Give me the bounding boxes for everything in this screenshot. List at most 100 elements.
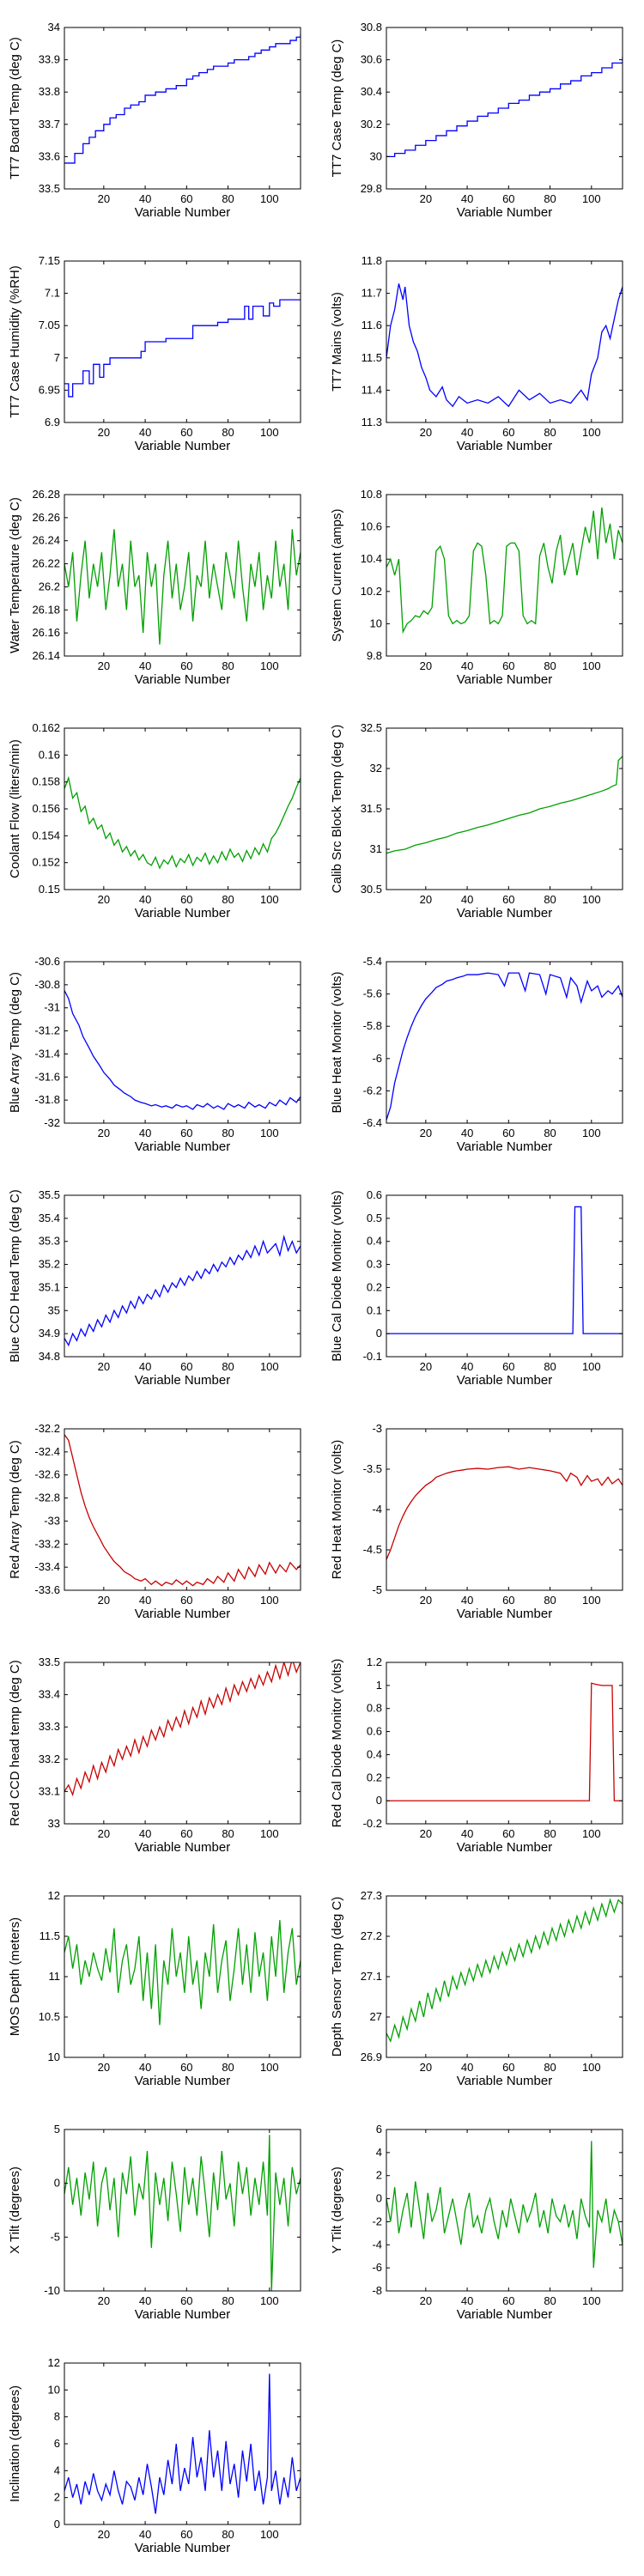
x-tick-label: 20 — [98, 1594, 110, 1607]
axes-box — [386, 1896, 623, 2057]
chart-panel: 20 40 60 80 100 -32 -31.8 -31.6 -31.4 -31.2 -31 -30… — [0, 938, 322, 1171]
y-tick-label: -0.1 — [363, 1350, 382, 1363]
y-tick-label: 0.2 — [367, 1771, 382, 1783]
axes-box — [64, 2129, 301, 2291]
x-tick-label: 60 — [502, 1594, 514, 1607]
chart-svg: 20 40 60 80 100 6.9 6.95 7 7.05 7.1 7.15 Variable N… — [0, 237, 322, 471]
chart-panel: 20 40 60 80 100 29.8 30 30.2 30.4 30.6 30.8 Variabl… — [322, 3, 644, 237]
chart-panel: 20 40 60 80 100 26.14 26.16 26.18 26.2 26.22 26.24… — [0, 471, 322, 704]
x-axis-label: Variable Number — [135, 205, 230, 220]
x-tick-label: 60 — [180, 2294, 192, 2307]
x-axis-label: Variable Number — [457, 1840, 552, 1855]
y-tick-label: 11.3 — [361, 416, 382, 428]
y-tick-label: 30.2 — [361, 118, 382, 131]
x-tick-label: 80 — [544, 426, 556, 439]
x-tick-label: 20 — [98, 2294, 110, 2307]
x-tick-label: 100 — [582, 659, 601, 672]
y-tick-label: -31.6 — [34, 1070, 60, 1083]
y-tick-label: 4 — [54, 2464, 60, 2476]
chart-panel: 20 40 60 80 100 -5 -4.5 -4 -3.5 -3 Variable Number… — [322, 1405, 644, 1638]
y-tick-label: 30 — [370, 149, 382, 162]
x-tick-label: 60 — [502, 1360, 514, 1373]
series-line — [64, 2374, 301, 2514]
chart-panel: 20 40 60 80 100 33.5 33.6 33.7 33.8 33.9 34 Variabl… — [0, 3, 322, 237]
x-tick-label: 100 — [582, 426, 601, 439]
y-tick-label: 35.1 — [39, 1280, 60, 1293]
x-tick-label: 100 — [260, 659, 279, 672]
axes-box — [64, 1429, 301, 1590]
x-tick-label: 40 — [139, 2294, 151, 2307]
y-tick-label: 5 — [54, 2123, 60, 2136]
y-axis-label: Blue Array Temp (deg C) — [8, 972, 22, 1113]
x-tick-label: 80 — [544, 2061, 556, 2074]
x-tick-label: 40 — [461, 893, 473, 906]
x-tick-label: 40 — [139, 1360, 151, 1373]
x-axis-label: Variable Number — [457, 2307, 552, 2322]
series-line — [64, 300, 301, 397]
y-tick-label: 0.158 — [32, 775, 60, 788]
x-tick-label: 100 — [260, 2528, 279, 2541]
y-tick-label: -6 — [372, 2261, 382, 2274]
x-tick-label: 40 — [461, 2061, 473, 2074]
y-tick-label: 1.2 — [367, 1656, 382, 1668]
y-tick-label: 10.5 — [39, 2010, 60, 2023]
x-tick-label: 40 — [461, 1127, 473, 1139]
chart-svg: 20 40 60 80 100 34.8 34.9 35 35.1 35.2 35.3 35.4 35.… — [0, 1171, 322, 1405]
y-tick-label: 11.5 — [39, 1929, 60, 1942]
chart-svg: 20 40 60 80 100 -5 -4.5 -4 -3.5 -3 Variable Number… — [322, 1405, 644, 1638]
y-tick-label: -3.5 — [363, 1462, 382, 1475]
y-tick-label: -6.4 — [363, 1116, 382, 1129]
y-tick-label: 0.156 — [32, 802, 60, 815]
series-line — [64, 34, 301, 163]
y-axis-label: Red Heat Monitor (volts) — [330, 1440, 344, 1580]
y-tick-label: 12 — [48, 2356, 60, 2369]
y-tick-label: 0.4 — [367, 1747, 382, 1760]
y-tick-label: -5.4 — [363, 955, 382, 968]
y-tick-label: -8 — [372, 2284, 382, 2297]
y-tick-label: 0.2 — [367, 1280, 382, 1293]
y-tick-label: 7.1 — [45, 287, 60, 300]
chart-panel: 20 40 60 80 100 33 33.1 33.2 33.3 33.4 33.5 Variabl… — [0, 1638, 322, 1872]
y-tick-label: 6.9 — [45, 416, 60, 428]
x-tick-label: 60 — [502, 893, 514, 906]
y-axis-label: Blue CCD Head Temp (deg C) — [8, 1189, 22, 1362]
x-tick-label: 20 — [420, 2294, 432, 2307]
y-tick-label: 26.24 — [32, 534, 60, 547]
y-tick-label: 9.8 — [367, 649, 382, 662]
axes-box — [64, 962, 301, 1123]
x-tick-label: 80 — [222, 1127, 234, 1139]
x-tick-label: 40 — [139, 192, 151, 205]
y-tick-label: -31 — [44, 1001, 60, 1014]
y-tick-label: 31 — [370, 842, 382, 855]
y-tick-label: -0.2 — [363, 1817, 382, 1830]
x-tick-label: 100 — [260, 192, 279, 205]
chart-panel: 20 40 60 80 100 26.9 27 27.1 27.2 27.3 Variable Nu… — [322, 1872, 644, 2105]
y-tick-label: 10.6 — [361, 520, 382, 533]
y-tick-label: 26.16 — [32, 626, 60, 639]
y-tick-label: 0.8 — [367, 1702, 382, 1715]
x-tick-label: 40 — [139, 2528, 151, 2541]
chart-svg: 20 40 60 80 100-32-31.8-31.6-31.4-31.2-31-30… — [0, 938, 322, 1171]
chart-svg: 20 40 60 80 100-33.6-33.4-33.2-33-32.8-32.6-… — [0, 1405, 322, 1638]
y-tick-label: 27.3 — [361, 1889, 382, 1902]
y-tick-label: 1 — [376, 1679, 382, 1692]
x-tick-label: 80 — [544, 1827, 556, 1840]
x-tick-label: 100 — [260, 1127, 279, 1139]
x-tick-label: 20 — [98, 426, 110, 439]
x-tick-label: 60 — [180, 2061, 192, 2074]
chart-panel: 20 40 60 80 100 -8 -6 -4 -2 0 2 4 6 Variable Number Y … — [322, 2105, 644, 2339]
x-tick-label: 40 — [139, 1127, 151, 1139]
y-tick-label: 0.1 — [367, 1303, 382, 1316]
x-tick-label: 20 — [98, 659, 110, 672]
y-tick-label: 11.8 — [361, 254, 382, 267]
series-line — [64, 1920, 301, 2025]
chart-panel: 20 40 60 80 100 30.5 31 31.5 32 32.5 Variable Numb… — [322, 704, 644, 938]
x-tick-label: 80 — [544, 1360, 556, 1373]
series-line — [386, 2141, 623, 2268]
y-tick-label: 7.05 — [39, 319, 60, 331]
y-tick-label: -31.4 — [34, 1047, 60, 1060]
y-tick-label: 26.14 — [32, 649, 60, 662]
y-tick-label: -32 — [44, 1116, 60, 1129]
y-tick-label: 0.3 — [367, 1258, 382, 1271]
x-tick-label: 40 — [461, 1594, 473, 1607]
